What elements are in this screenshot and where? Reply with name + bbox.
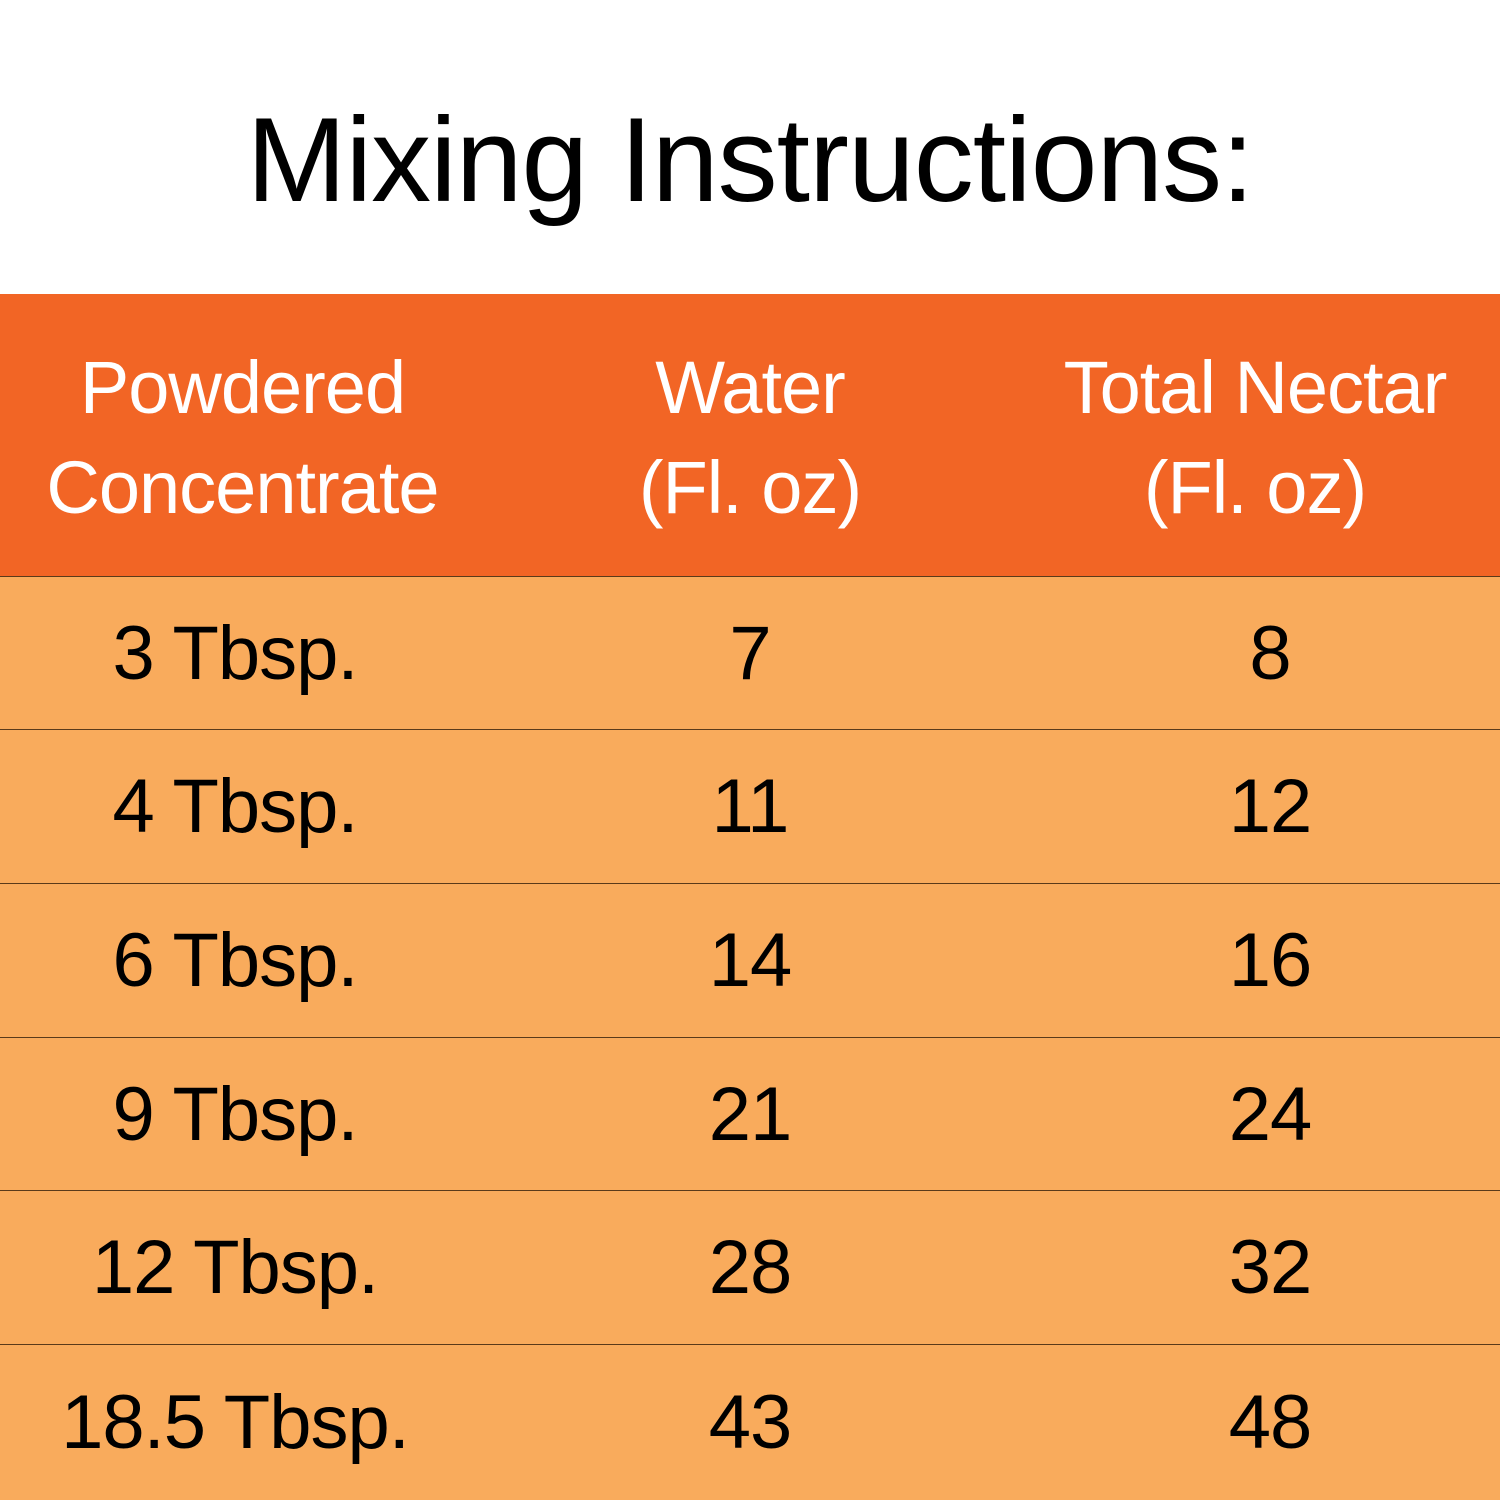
table-row: 9 Tbsp. 21 24 [0, 1037, 1500, 1190]
table-row: 3 Tbsp. 7 8 [0, 576, 1500, 729]
header-label-line2: Concentrate [46, 446, 439, 529]
header-label-line1: Total Nectar [1063, 346, 1448, 429]
water-cell: 43 [708, 1380, 793, 1465]
concentrate-cell: 18.5 Tbsp. [61, 1380, 410, 1465]
header-label-line2: (Fl. oz) [638, 446, 862, 529]
header-water: Water (Fl. oz) [500, 338, 1000, 538]
total-nectar-cell: 24 [1228, 1071, 1313, 1157]
total-nectar-cell: 12 [1228, 764, 1313, 849]
table-header: Powdered Concentrate Water (Fl. oz) Tota… [0, 294, 1500, 576]
concentrate-cell: 9 Tbsp. [112, 1071, 358, 1157]
total-nectar-cell: 32 [1228, 1225, 1313, 1310]
table-row: 18.5 Tbsp. 43 48 [0, 1344, 1500, 1500]
header-powdered-concentrate: Powdered Concentrate [0, 338, 485, 538]
table-row: 12 Tbsp. 28 32 [0, 1190, 1500, 1344]
total-nectar-cell: 48 [1228, 1380, 1313, 1465]
total-nectar-cell: 16 [1228, 918, 1313, 1003]
table-body: 3 Tbsp. 7 8 4 Tbsp. 11 12 6 Tbsp. 14 16 … [0, 576, 1500, 1500]
title-area: Mixing Instructions: [0, 0, 1500, 294]
header-label-line2: (Fl. oz) [1143, 446, 1367, 529]
concentrate-cell: 6 Tbsp. [112, 918, 358, 1003]
water-cell: 11 [711, 764, 790, 849]
water-cell: 14 [708, 918, 793, 1003]
concentrate-cell: 12 Tbsp. [91, 1225, 379, 1310]
water-cell: 7 [729, 610, 771, 696]
header-label-line1: Powdered [79, 346, 406, 429]
header-label-line1: Water [655, 346, 846, 429]
water-cell: 28 [708, 1225, 793, 1310]
concentrate-cell: 3 Tbsp. [112, 610, 358, 696]
page-title: Mixing Instructions: [246, 93, 1254, 227]
table-row: 4 Tbsp. 11 12 [0, 729, 1500, 883]
total-nectar-cell: 8 [1249, 610, 1291, 696]
water-cell: 21 [708, 1071, 793, 1157]
concentrate-cell: 4 Tbsp. [112, 764, 358, 849]
header-total-nectar: Total Nectar (Fl. oz) [1010, 338, 1500, 538]
table-row: 6 Tbsp. 14 16 [0, 883, 1500, 1037]
